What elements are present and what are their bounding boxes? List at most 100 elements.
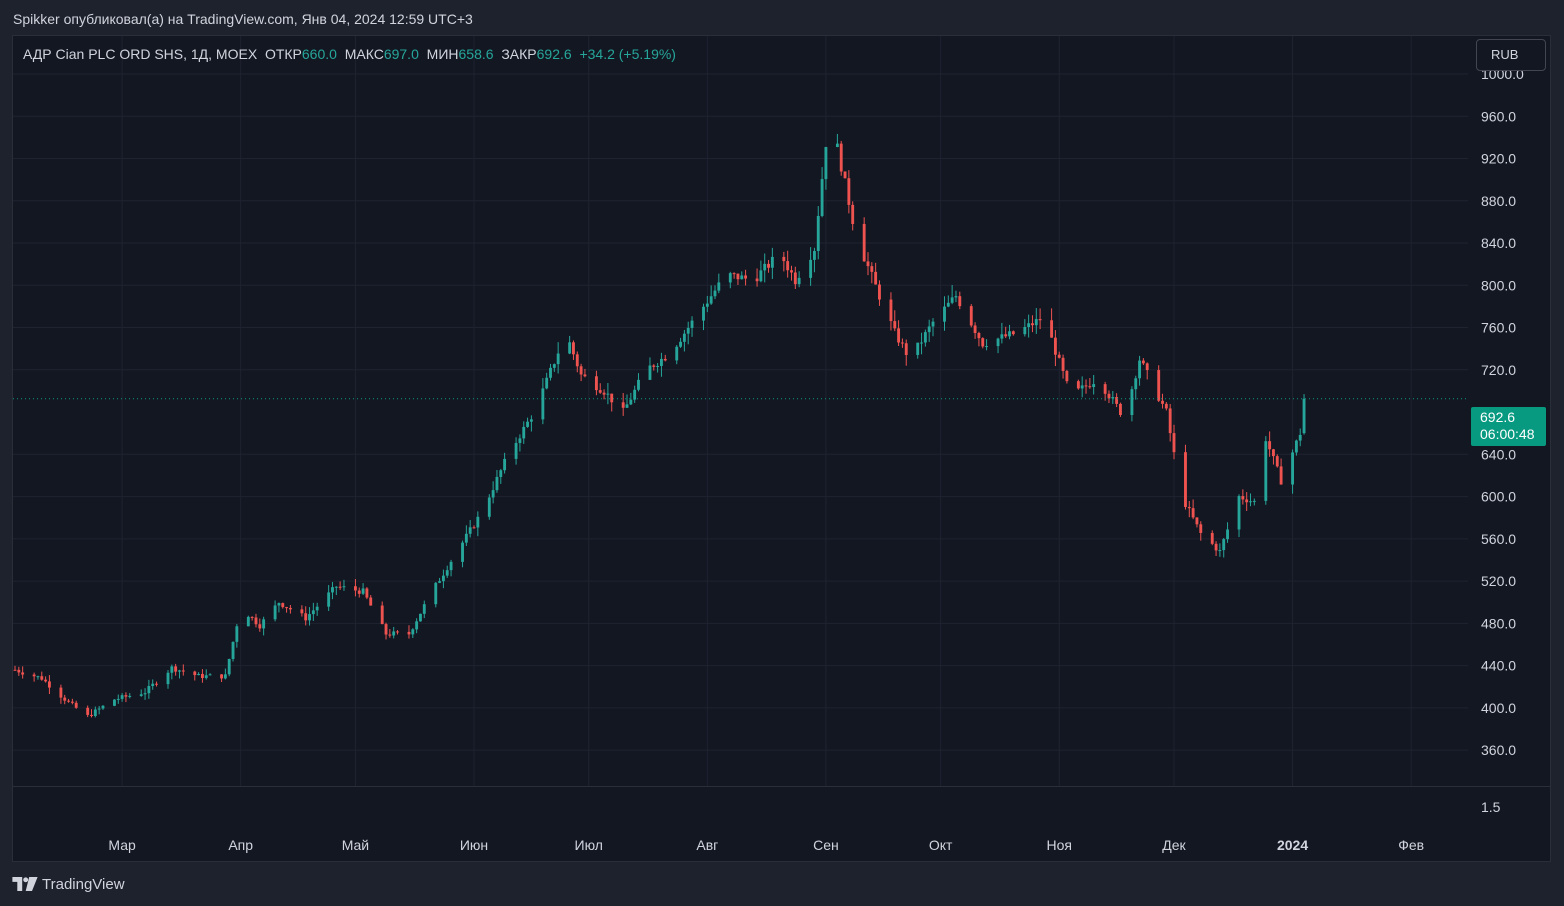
candle-body	[392, 631, 396, 636]
candle-body	[767, 263, 770, 268]
y-tick-label: 920.0	[1481, 151, 1516, 167]
candle-body	[526, 421, 529, 427]
candle-body	[809, 259, 813, 278]
candle-body	[1249, 501, 1252, 503]
candle-body	[396, 631, 399, 633]
legend-high-label: МАКС	[344, 46, 384, 62]
candle-body	[633, 389, 637, 400]
candle-body	[740, 275, 744, 280]
candle-body	[277, 603, 281, 606]
candle-body	[273, 605, 277, 620]
candle-body	[93, 709, 97, 716]
candle-body	[1061, 357, 1065, 371]
candle-body	[304, 613, 308, 621]
candle-body	[1145, 363, 1149, 371]
symbol-legend: АДР Cian PLC ORD SHS, 1Д, MOEX ОТКР660.0…	[23, 46, 676, 62]
candle-body	[637, 379, 640, 390]
candle-body	[1111, 397, 1115, 399]
candle-body	[985, 346, 989, 348]
candle-body	[770, 256, 774, 268]
candle-body	[1187, 506, 1191, 509]
x-tick-label: Мар	[108, 837, 136, 853]
candle-body	[1008, 331, 1011, 337]
legend-low-value: 658.6	[458, 46, 494, 62]
candle-body	[113, 699, 116, 706]
candle-body	[874, 271, 878, 285]
candle-body	[223, 674, 227, 679]
candle-body	[954, 296, 958, 298]
candle-body	[70, 701, 74, 703]
candle-body	[193, 671, 197, 676]
candle-body	[1138, 360, 1142, 379]
candle-body	[1000, 334, 1004, 339]
candle-body	[1031, 323, 1034, 326]
legend-open-label: ОТКР	[264, 46, 302, 62]
y-tick-label: 440.0	[1481, 658, 1516, 674]
candle-body	[438, 581, 442, 583]
candle-body	[594, 376, 598, 391]
candle-body	[1237, 496, 1241, 530]
candle-body	[705, 303, 709, 307]
candle-body	[1092, 384, 1096, 388]
candle-body	[793, 272, 797, 285]
candle-body	[1027, 323, 1031, 327]
candle-body	[835, 143, 839, 148]
candle-body	[1268, 441, 1272, 450]
candle-body	[1161, 400, 1164, 404]
x-tick-label: Июл	[575, 837, 603, 853]
bar-countdown: 06:00:48	[1480, 426, 1535, 442]
y-tick-label: 360.0	[1481, 742, 1516, 758]
candle-body	[598, 390, 602, 393]
candle-body	[334, 586, 338, 588]
candle-body	[820, 179, 824, 216]
footer[interactable]: TradingView	[12, 873, 125, 895]
legend-low-label: МИН	[426, 46, 459, 62]
candle-body	[342, 586, 346, 588]
y-tick-label: 720.0	[1481, 362, 1516, 378]
candle-body	[36, 676, 40, 678]
candle-body	[63, 697, 67, 701]
candle-body	[843, 171, 847, 179]
candle-body	[782, 256, 786, 262]
candle-body	[67, 700, 70, 702]
last-price-value: 692.6	[1480, 409, 1516, 425]
candle-body	[1057, 354, 1061, 358]
candle-body	[311, 610, 315, 615]
candle-body	[923, 332, 927, 343]
y-tick-label: 480.0	[1481, 615, 1516, 631]
candle-body	[503, 458, 507, 471]
candle-body	[315, 606, 319, 611]
candle-body	[32, 674, 36, 677]
candle-body	[40, 676, 44, 680]
candle-body	[17, 669, 21, 673]
y-tick-label: 840.0	[1481, 235, 1516, 251]
candle-body	[1157, 370, 1161, 401]
candle-body	[1218, 550, 1222, 552]
candle-body	[151, 683, 155, 687]
candle-body	[652, 365, 656, 367]
candle-body	[1004, 334, 1008, 337]
candle-body	[1084, 385, 1088, 387]
candle-body	[679, 341, 682, 347]
candle-body	[1168, 408, 1172, 434]
chart-frame[interactable]	[12, 35, 1551, 862]
y-tick-label: 960.0	[1481, 108, 1516, 124]
candle-body	[59, 687, 63, 698]
candle-body	[1119, 403, 1122, 416]
candle-body	[170, 666, 174, 673]
candle-body	[380, 605, 384, 625]
candle-body	[407, 631, 411, 635]
candle-body	[897, 328, 901, 343]
currency-button[interactable]: RUB	[1476, 39, 1546, 71]
candle-body	[44, 679, 48, 682]
candle-body	[369, 597, 373, 606]
candle-body	[1088, 386, 1092, 388]
candle-body	[878, 284, 881, 300]
candle-body	[816, 215, 820, 251]
candle-body	[1226, 529, 1229, 540]
candle-body	[1011, 331, 1015, 335]
candle-body	[434, 582, 438, 605]
candle-body	[759, 270, 763, 282]
candle-body	[690, 320, 694, 328]
